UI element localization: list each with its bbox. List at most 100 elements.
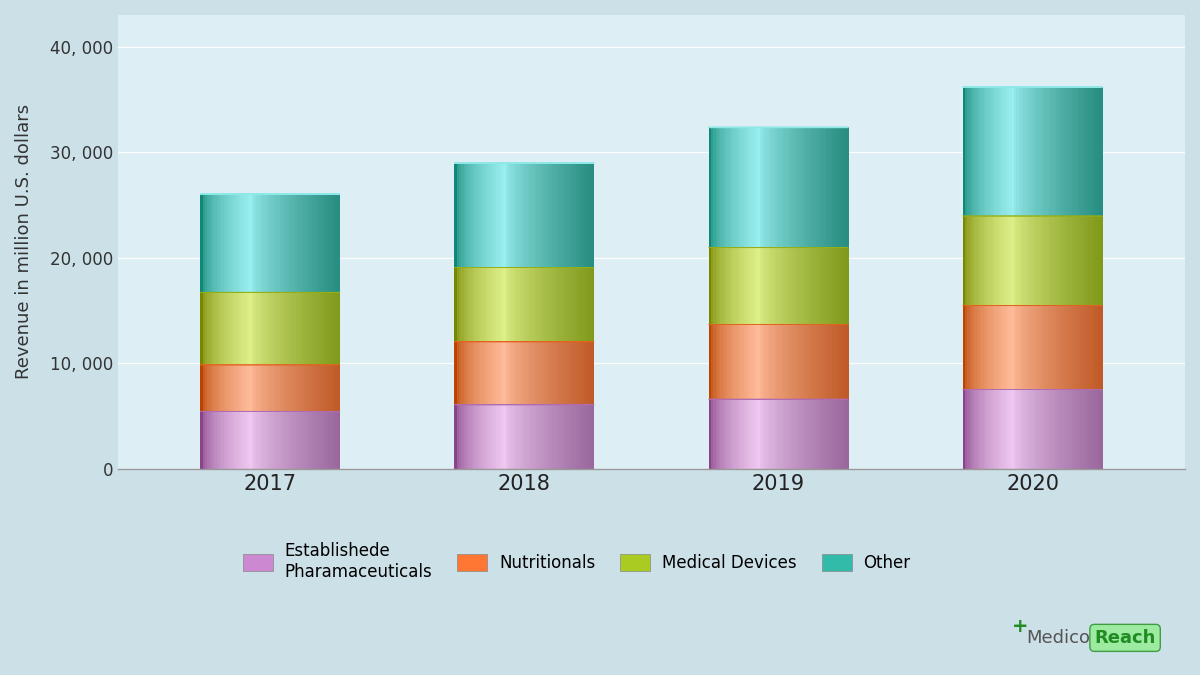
Bar — [718, 128, 720, 248]
Bar — [578, 405, 581, 469]
Bar — [790, 248, 793, 325]
Bar — [739, 399, 742, 469]
Bar — [490, 163, 492, 267]
Bar — [212, 365, 215, 411]
Bar — [210, 365, 212, 411]
Bar — [739, 248, 742, 325]
Bar — [512, 405, 515, 469]
Bar — [1028, 306, 1031, 389]
Bar — [505, 267, 509, 342]
Bar — [997, 87, 1000, 216]
Bar — [1037, 216, 1039, 306]
Bar — [331, 411, 334, 469]
Bar — [260, 292, 264, 365]
Bar — [1019, 306, 1021, 389]
Bar — [1061, 306, 1063, 389]
Bar — [834, 325, 836, 399]
Bar — [242, 411, 245, 469]
Bar — [260, 411, 264, 469]
Bar — [732, 325, 734, 399]
Bar — [592, 267, 594, 342]
Bar — [200, 411, 203, 469]
Bar — [324, 292, 326, 365]
Bar — [275, 365, 277, 411]
Bar — [742, 128, 744, 248]
Bar — [277, 411, 280, 469]
Bar — [1021, 87, 1024, 216]
Bar — [744, 325, 746, 399]
Bar — [823, 248, 826, 325]
Bar — [499, 342, 502, 405]
Bar — [734, 128, 737, 248]
Bar — [1016, 389, 1019, 469]
Bar — [1051, 306, 1054, 389]
Bar — [298, 365, 301, 411]
Bar — [300, 411, 304, 469]
Bar — [247, 194, 250, 292]
Bar — [524, 163, 527, 267]
Bar — [997, 306, 1000, 389]
Bar — [1000, 216, 1002, 306]
Bar — [534, 163, 536, 267]
Bar — [564, 342, 566, 405]
Bar — [331, 292, 334, 365]
Bar — [230, 292, 233, 365]
Bar — [1004, 216, 1007, 306]
Bar — [230, 365, 233, 411]
Bar — [270, 194, 272, 292]
Bar — [1049, 306, 1051, 389]
Bar — [739, 128, 742, 248]
Bar — [1100, 216, 1103, 306]
Bar — [965, 389, 967, 469]
Bar — [744, 128, 746, 248]
Bar — [1079, 306, 1081, 389]
Bar — [228, 194, 230, 292]
Bar — [238, 292, 240, 365]
Bar — [524, 267, 527, 342]
Bar — [839, 128, 841, 248]
Bar — [569, 342, 571, 405]
Bar — [786, 248, 788, 325]
Bar — [826, 128, 828, 248]
Bar — [233, 194, 235, 292]
Bar — [203, 292, 205, 365]
Bar — [589, 267, 592, 342]
Bar — [1039, 87, 1042, 216]
Bar — [836, 325, 839, 399]
Bar — [1028, 389, 1031, 469]
Bar — [210, 292, 212, 365]
Bar — [221, 292, 224, 365]
Bar — [774, 128, 776, 248]
Bar — [581, 267, 583, 342]
Bar — [982, 389, 984, 469]
Bar — [257, 194, 259, 292]
Bar — [772, 325, 774, 399]
Bar — [223, 194, 227, 292]
Bar — [337, 411, 341, 469]
Bar — [492, 342, 494, 405]
Bar — [522, 163, 524, 267]
Bar — [995, 389, 998, 469]
Bar — [282, 292, 284, 365]
Bar — [280, 411, 282, 469]
Bar — [529, 342, 532, 405]
Bar — [212, 292, 215, 365]
Bar — [1034, 216, 1038, 306]
Bar — [314, 292, 317, 365]
Bar — [587, 163, 590, 267]
Bar — [252, 194, 254, 292]
Bar — [233, 411, 235, 469]
Bar — [487, 267, 490, 342]
Bar — [715, 248, 718, 325]
Bar — [755, 248, 757, 325]
Y-axis label: Revenue in million U.S. dollars: Revenue in million U.S. dollars — [16, 105, 34, 379]
Bar — [310, 292, 312, 365]
Bar — [505, 342, 509, 405]
Bar — [769, 128, 772, 248]
Bar — [490, 342, 492, 405]
Bar — [814, 248, 816, 325]
Bar — [991, 306, 994, 389]
Bar — [517, 163, 520, 267]
Bar — [767, 128, 769, 248]
Bar — [832, 248, 834, 325]
